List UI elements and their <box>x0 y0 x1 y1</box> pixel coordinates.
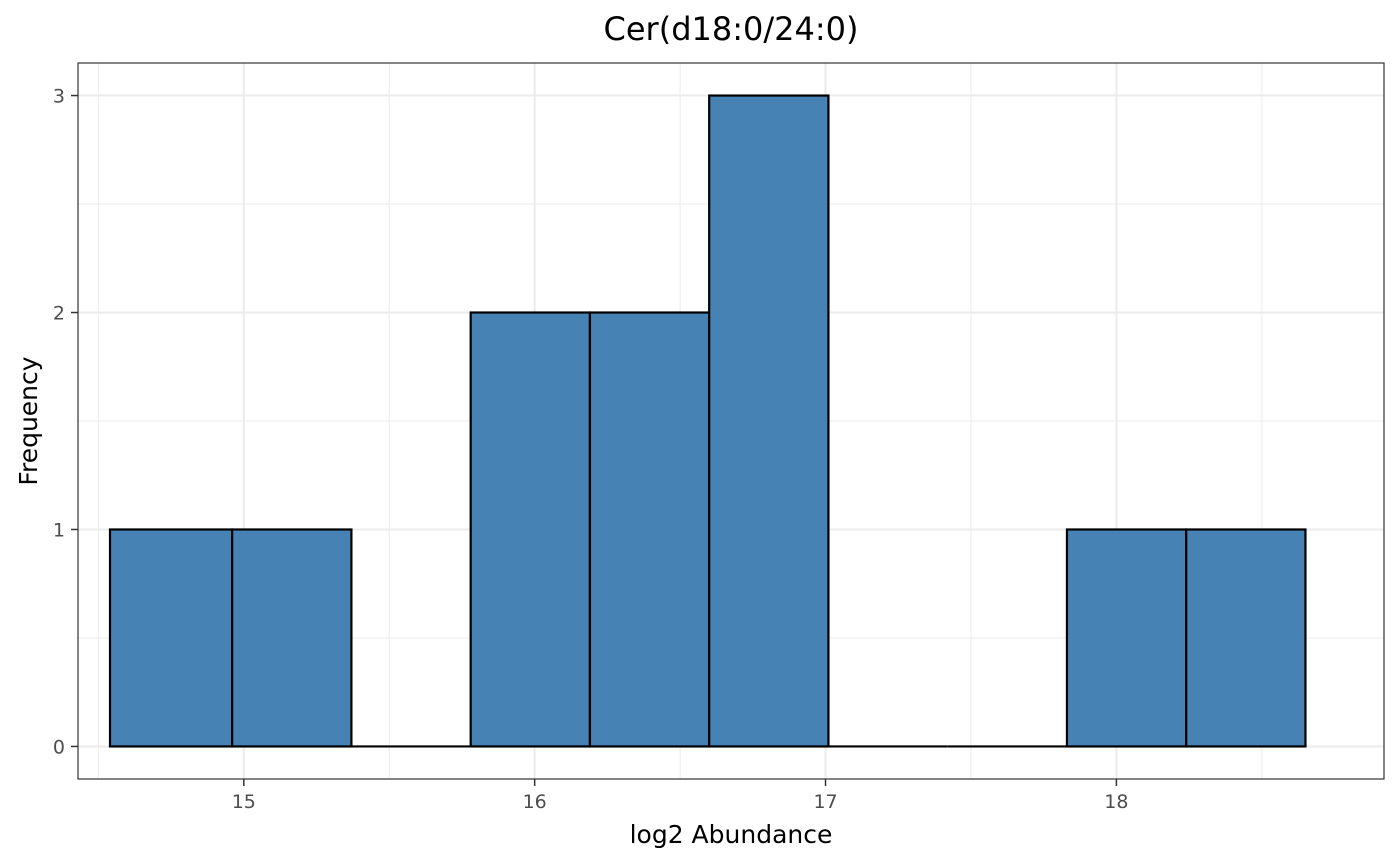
x-tick-label: 15 <box>232 791 256 813</box>
x-tick-label: 17 <box>813 791 837 813</box>
histogram-bar-9 <box>1065 528 1188 748</box>
histogram-bar-5 <box>588 311 711 748</box>
histogram-bar-1 <box>108 528 234 748</box>
histogram-bar-2 <box>231 528 353 748</box>
histogram-bar-4 <box>469 311 592 748</box>
y-axis-title: Frequency <box>14 356 43 485</box>
histogram-bars <box>108 94 1307 748</box>
histogram-bar-10 <box>1185 528 1307 748</box>
plot-panel-border <box>77 62 1385 780</box>
y-tick-label: 0 <box>53 736 65 758</box>
histogram-bar-6 <box>708 94 830 748</box>
y-tick-label: 2 <box>53 303 65 325</box>
chart-title: Cer(d18:0/24:0) <box>604 10 859 48</box>
x-tick-label: 16 <box>523 791 547 813</box>
y-axis: 0 1 2 3 <box>53 86 78 758</box>
x-axis-title: log2 Abundance <box>630 820 833 849</box>
x-axis: 15 16 17 18 <box>232 779 1128 813</box>
y-tick-label: 1 <box>53 519 65 541</box>
y-tick-label: 3 <box>53 86 65 108</box>
x-tick-label: 18 <box>1104 791 1128 813</box>
